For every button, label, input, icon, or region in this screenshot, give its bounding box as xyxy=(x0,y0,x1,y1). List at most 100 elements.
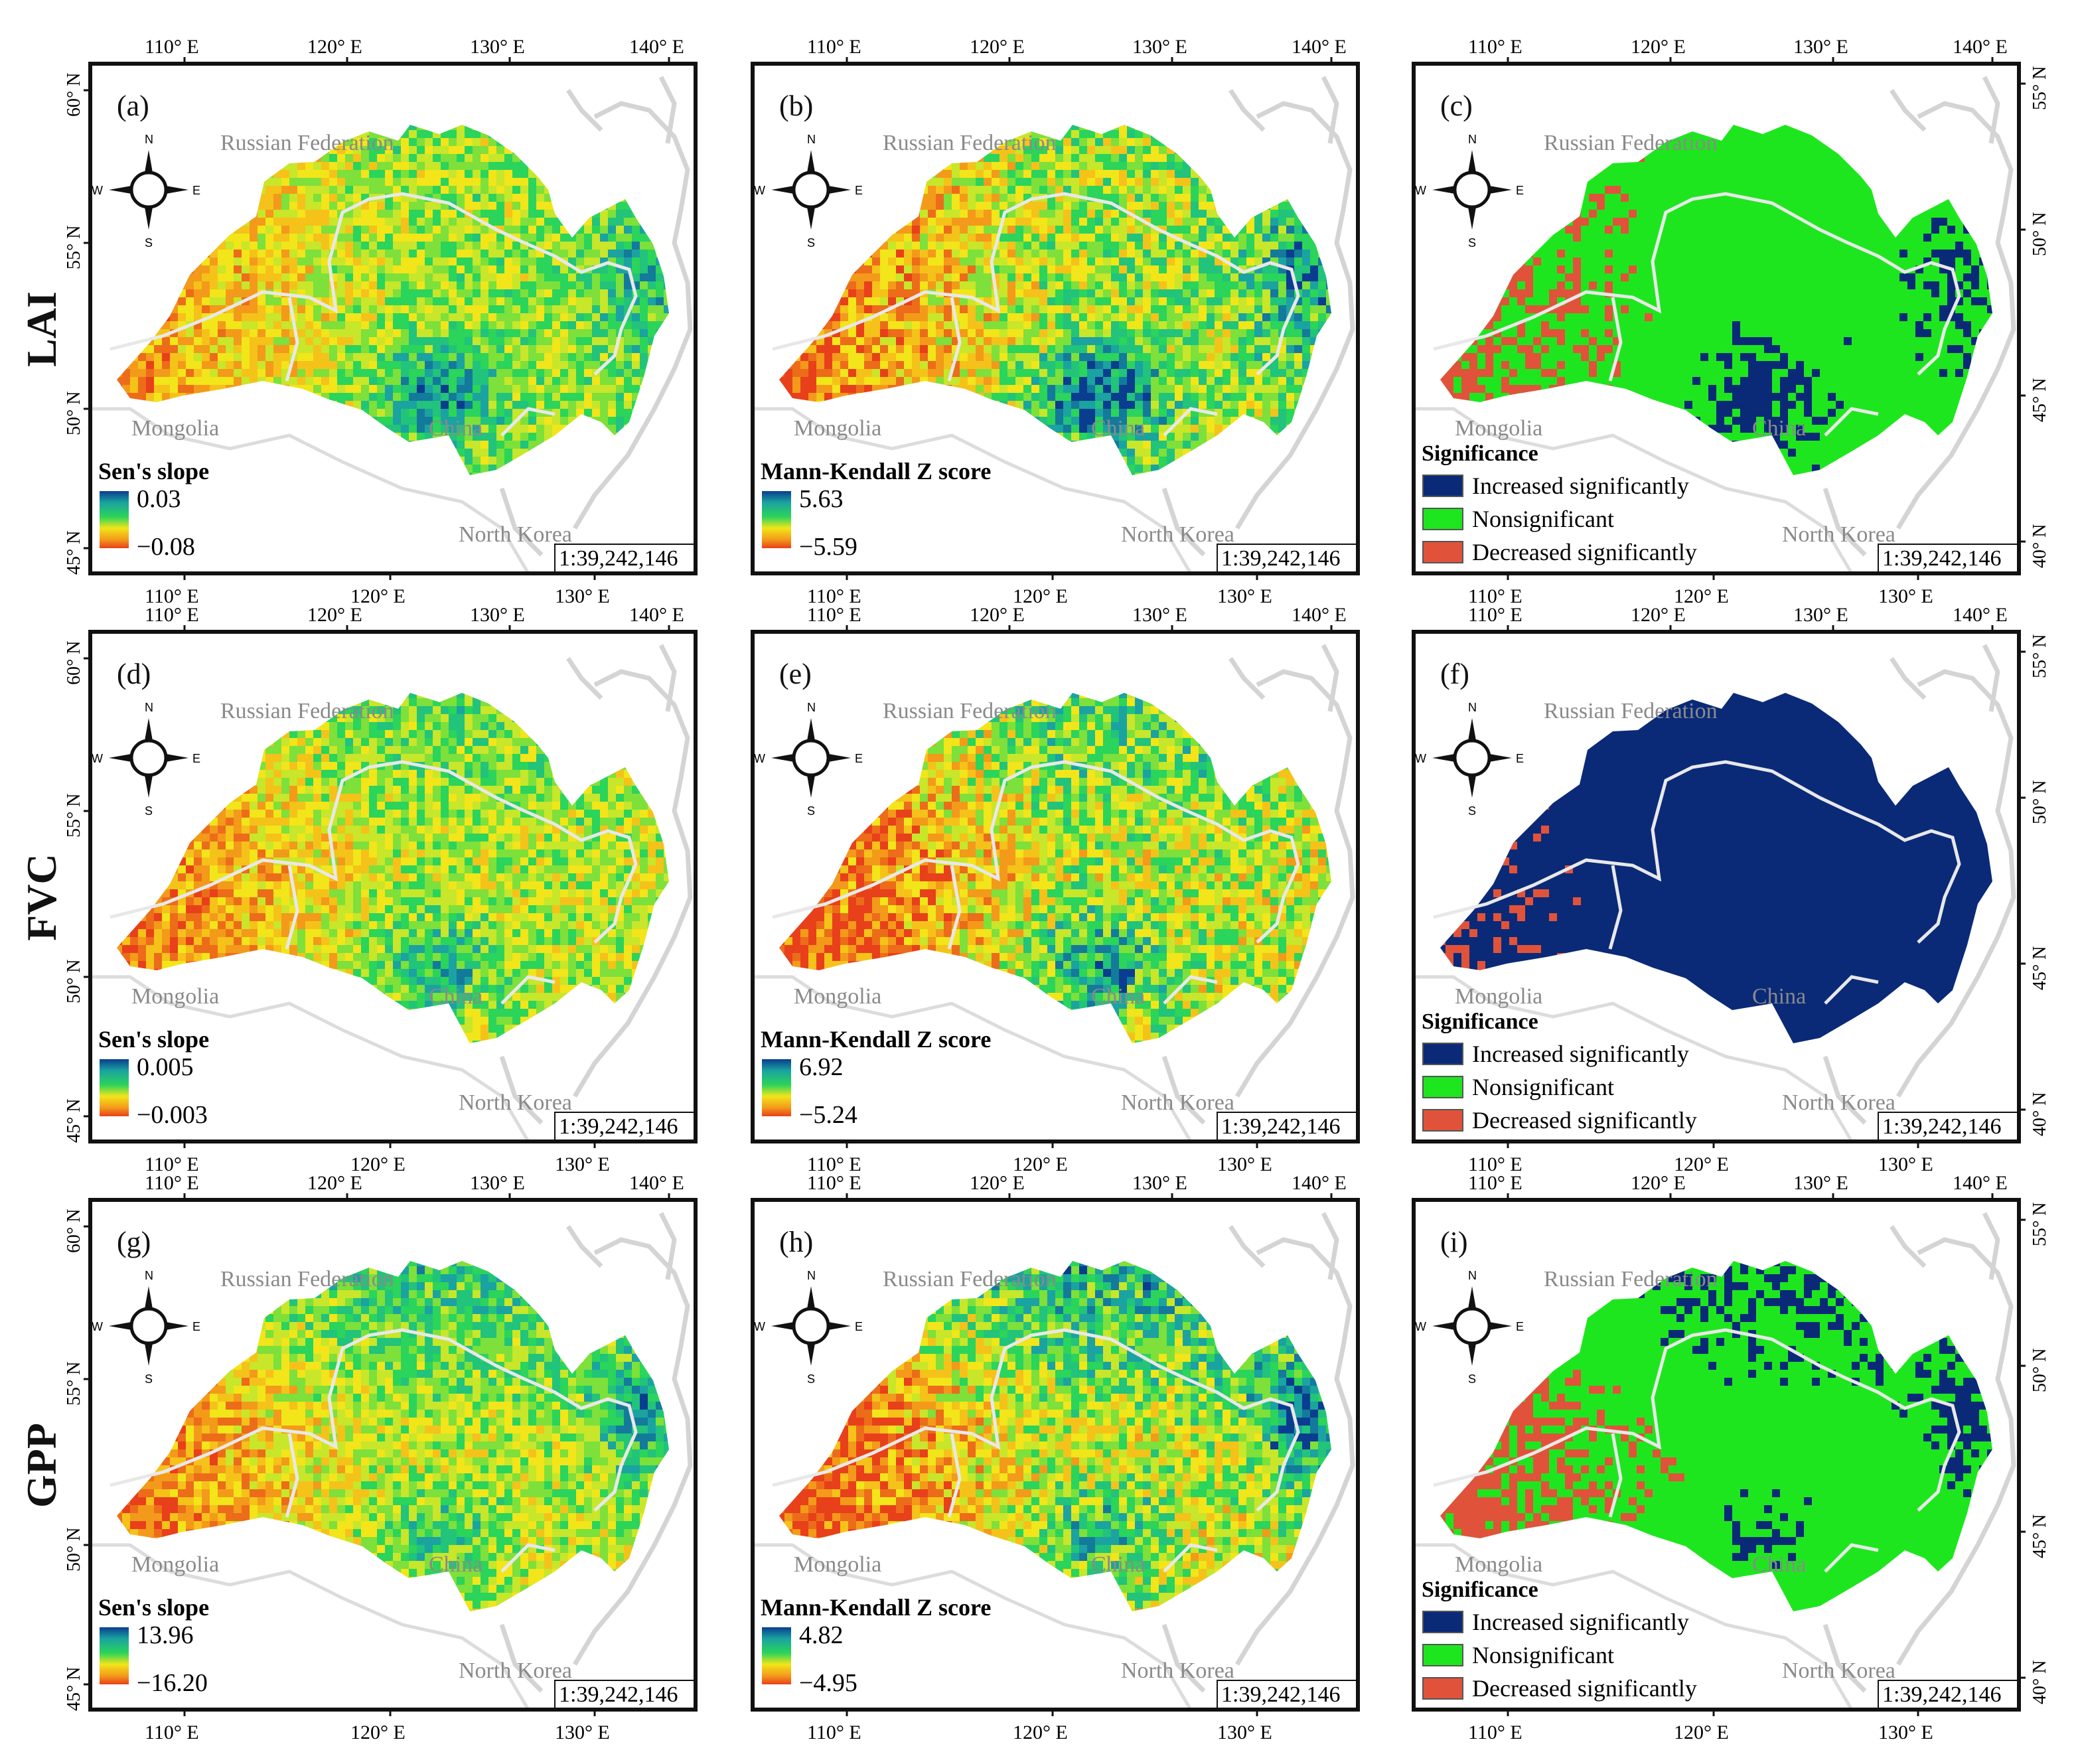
axis-label-bottom: 110° E xyxy=(1468,1722,1522,1743)
scale-text: 1:39,242,146 xyxy=(1882,546,2001,571)
axis-label-top: 120° E xyxy=(970,1172,1025,1194)
province-border xyxy=(285,1433,556,1573)
axis-label-top: 120° E xyxy=(1631,604,1686,626)
axis-label-left: 50° N xyxy=(64,392,84,435)
axis-labels: 110° E 120° E 130° E 140° E 110° E 120° E 130°… xyxy=(807,604,1347,1175)
legend-swatch xyxy=(1422,1677,1463,1700)
map-panel-d: Russian Federation Mongolia North Korea Chi… xyxy=(64,604,698,1175)
axis-label-bottom: 130° E xyxy=(1878,585,1933,607)
row-label-fvc: FVC xyxy=(12,778,72,1017)
panel-letter: (d) xyxy=(117,658,151,690)
axis-label-top: 120° E xyxy=(307,36,362,58)
scale-box: 1:39,242,146 xyxy=(554,1680,695,1709)
map-panel-b: Russian Federation Mongolia North Korea Chi… xyxy=(751,36,1360,607)
legend-swatch xyxy=(1422,508,1463,530)
legend-title: Mann-Kendall Z score xyxy=(761,458,991,484)
axis-label-top: 130° E xyxy=(470,604,525,626)
axis-label-top: 120° E xyxy=(307,604,362,626)
axis-label-right: 45° N xyxy=(2030,1514,2050,1558)
axis-label-right: 55° N xyxy=(2030,1203,2050,1246)
row-label-gpp: GPP xyxy=(12,1346,72,1585)
legend-title: Significance xyxy=(1422,1009,1538,1034)
legend-min: −5.24 xyxy=(799,1101,857,1129)
svg-text:S: S xyxy=(145,236,153,250)
axis-labels: 110° E 120° E 130° E 140° E 110° E 120° E 130°… xyxy=(807,36,1347,607)
axis-label-bottom: 120° E xyxy=(1013,585,1068,607)
panel-letter: (h) xyxy=(779,1226,813,1258)
country-border xyxy=(1433,760,1961,944)
color-ramp xyxy=(762,1627,791,1684)
map-frame xyxy=(751,1198,1360,1712)
panel-letter: (f) xyxy=(1440,658,1469,690)
axis-label-bottom: 120° E xyxy=(1674,1153,1729,1175)
axis-labels: 110° E 120° E 130° E 140° E 110° E 120° E 130°… xyxy=(1468,36,2050,607)
map-panel-f: Russian Federation Mongolia North Korea Chi… xyxy=(1412,604,2050,1175)
legend-item-label: Nonsignificant xyxy=(1472,1642,1614,1668)
axis-label-bottom: 120° E xyxy=(1013,1722,1068,1743)
legend-item-label: Increased significantly xyxy=(1472,1041,1689,1067)
row-label-text: GPP xyxy=(17,1423,66,1508)
legend-title: Sen's slope xyxy=(98,1594,209,1621)
coastline xyxy=(1822,76,2016,557)
axis-label-bottom: 120° E xyxy=(1674,1722,1729,1743)
scale-text: 1:39,242,146 xyxy=(1882,1114,2001,1139)
legend-swatch xyxy=(1422,1076,1463,1098)
significance-legend: Significance Increased significantly Nonsi… xyxy=(1422,1009,1697,1134)
province-border xyxy=(1608,865,1879,1005)
axis-label-right: 40° N xyxy=(2030,524,2050,568)
map-panel-i: Russian Federation Mongolia North Korea Chi… xyxy=(1412,1172,2050,1743)
country-border-faint xyxy=(753,407,1193,573)
map-panel-h: Russian Federation Mongolia North Korea Chi… xyxy=(751,1172,1360,1743)
label-russian-federation: Russian Federation xyxy=(883,699,1057,723)
axis-label-left: 55° N xyxy=(64,226,84,269)
label-mongolia: Mongolia xyxy=(131,984,219,1009)
axis-label-top: 140° E xyxy=(1953,36,2008,58)
label-china: China xyxy=(429,984,482,1009)
country-border-faint xyxy=(1414,975,1854,1141)
axis-label-top: 140° E xyxy=(1292,604,1347,626)
country-border xyxy=(772,1328,1300,1512)
panel-letter: (g) xyxy=(117,1226,151,1258)
legend-swatch xyxy=(1422,1644,1463,1666)
panel-letter: (c) xyxy=(1440,90,1473,122)
legend-swatch xyxy=(1422,1043,1463,1065)
label-russian-federation: Russian Federation xyxy=(220,699,394,723)
label-mongolia: Mongolia xyxy=(131,416,219,441)
legend-max: 4.82 xyxy=(799,1621,844,1649)
axis-label-top: 110° E xyxy=(145,1172,199,1194)
label-north-korea: North Korea xyxy=(1782,522,1895,547)
axis-labels: 110° E 120° E 130° E 140° E 110° E 120° E 130°… xyxy=(64,1172,684,1743)
axis-label-top: 130° E xyxy=(1132,36,1187,58)
label-china: China xyxy=(1091,416,1145,441)
legend-title: Significance xyxy=(1422,441,1538,466)
map-frame xyxy=(1412,630,2021,1143)
axis-label-left: 45° N xyxy=(64,1099,84,1143)
map-frame xyxy=(1412,1198,2021,1712)
country-border xyxy=(772,760,1300,944)
legend-min: −0.08 xyxy=(137,533,195,561)
axis-label-top: 120° E xyxy=(970,604,1025,626)
scale-box: 1:39,242,146 xyxy=(1217,544,1357,573)
coastline xyxy=(499,76,693,557)
country-border-faint xyxy=(90,1543,530,1710)
label-north-korea: North Korea xyxy=(1121,1090,1234,1115)
legend-swatch xyxy=(1422,1611,1463,1633)
country-border-faint xyxy=(753,975,1193,1141)
label-russian-federation: Russian Federation xyxy=(220,1267,394,1291)
label-china: China xyxy=(1091,984,1145,1009)
legend-item-label: Nonsignificant xyxy=(1472,506,1614,532)
legend-max: 6.92 xyxy=(799,1053,844,1081)
color-ramp xyxy=(100,1059,129,1116)
label-china: China xyxy=(1752,984,1806,1009)
axis-label-right: 40° N xyxy=(2030,1092,2050,1136)
label-north-korea: North Korea xyxy=(459,1090,572,1115)
map-frame xyxy=(1412,62,2021,575)
axis-label-top: 140° E xyxy=(629,604,684,626)
